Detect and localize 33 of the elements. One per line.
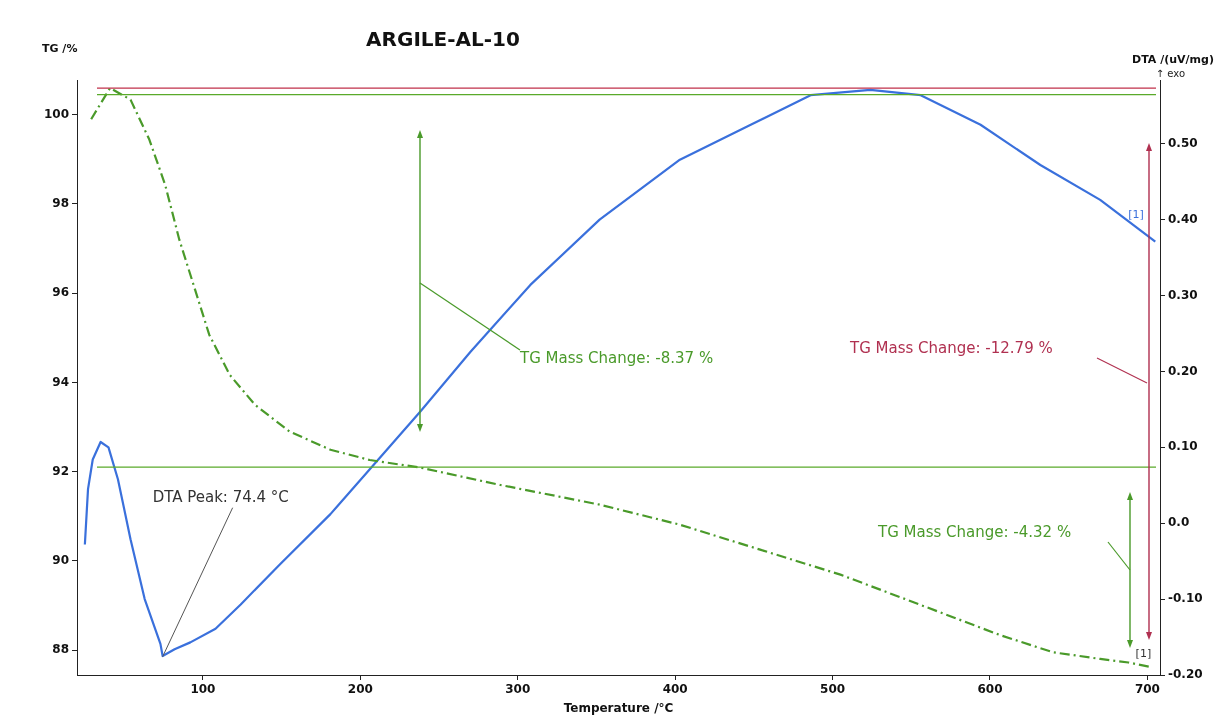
chart-title: ARGILE-AL-10 [366,27,520,51]
x-tick-label: 300 [505,682,531,697]
y-tick-label: 98 [52,196,69,211]
y2-tick-label: 0.50 [1168,135,1198,150]
annotation: [1] [1128,208,1144,221]
y-tick-label: 90 [52,552,69,567]
y2-tick-label: -0.20 [1168,667,1203,682]
y2-tick-label: 0.0 [1168,515,1190,530]
x-tick-label: 400 [662,682,688,697]
x-tick-label: 200 [347,682,373,697]
x-tick-label: 100 [190,682,216,697]
y2-tick-label: 0.30 [1168,287,1198,302]
y-tick-label: 96 [52,285,69,300]
y2-axis-title: DTA /(uV/mg) [1132,53,1214,66]
annotation: TG Mass Change: -12.79 % [849,339,1053,357]
x-tick-label: 600 [977,682,1003,697]
y2-tick-label: 0.10 [1168,439,1198,454]
annotation: TG Mass Change: -4.32 % [877,523,1072,541]
annotation: [1] [1135,646,1152,660]
x-tick-label: 500 [820,682,846,697]
y2-tick-label: 0.20 [1168,363,1198,378]
y2-tick-label: 0.40 [1168,211,1198,226]
y-tick-label: 94 [52,374,69,389]
x-tick-label: 700 [1134,682,1160,697]
y-axis-title: TG /% [42,42,78,55]
y-tick-label: 92 [52,463,69,478]
y-tick-label: 88 [52,642,69,657]
annotation: DTA Peak: 74.4 °C [152,487,289,506]
text: ↑ exo [1155,68,1185,79]
annotation: TG Mass Change: -8.37 % [519,349,714,367]
y2-tick-label: -0.10 [1168,591,1203,606]
y-tick-label: 100 [43,106,69,121]
x-axis-title: Temperature /°C [563,701,674,715]
